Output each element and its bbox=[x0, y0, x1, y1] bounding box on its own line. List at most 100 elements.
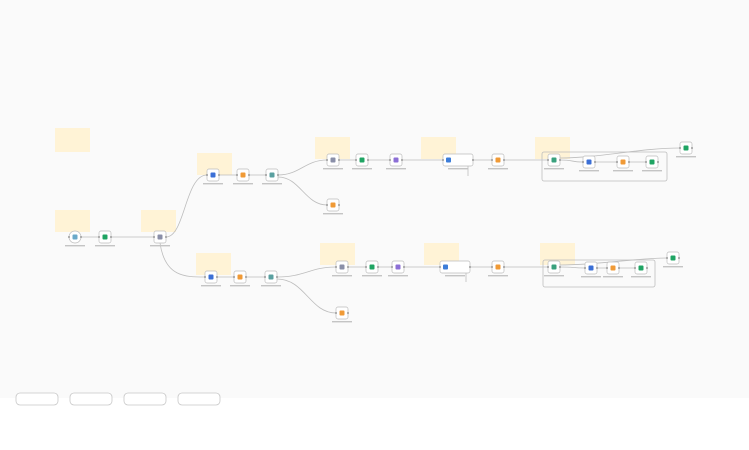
sticky-note[interactable] bbox=[424, 243, 459, 265]
workflow-node[interactable] bbox=[95, 230, 115, 247]
node-label-placeholder bbox=[203, 183, 223, 185]
workflow-node[interactable] bbox=[388, 260, 408, 277]
node-icon bbox=[495, 157, 501, 163]
sticky-note[interactable] bbox=[55, 128, 90, 152]
node-port bbox=[616, 161, 618, 163]
node-icon bbox=[240, 172, 246, 178]
node-icon bbox=[330, 202, 336, 208]
node-label-placeholder bbox=[386, 168, 406, 170]
sticky-note[interactable] bbox=[141, 210, 176, 232]
workflow-node[interactable] bbox=[150, 230, 170, 247]
node-port bbox=[367, 159, 369, 161]
workflow-node[interactable] bbox=[663, 251, 683, 268]
workflow-node[interactable] bbox=[323, 153, 343, 170]
node-icon bbox=[269, 172, 275, 178]
workflow-node[interactable] bbox=[203, 168, 223, 185]
workflow-node[interactable] bbox=[488, 260, 508, 277]
toolbar-button[interactable] bbox=[123, 392, 167, 406]
node-port bbox=[594, 161, 596, 163]
node-port bbox=[389, 159, 391, 161]
node-icon bbox=[339, 310, 345, 316]
canvas-background bbox=[0, 0, 749, 398]
node-label-placeholder bbox=[233, 183, 253, 185]
node-port bbox=[218, 174, 220, 176]
node-port bbox=[233, 276, 235, 278]
sticky-note[interactable] bbox=[197, 153, 232, 175]
connection bbox=[559, 266, 635, 269]
workflow-node[interactable] bbox=[65, 230, 85, 247]
node-icon bbox=[638, 265, 644, 271]
node-label-placeholder bbox=[332, 275, 352, 277]
node-port bbox=[606, 267, 608, 269]
workflow-node[interactable] bbox=[579, 155, 599, 172]
workflow-node[interactable] bbox=[352, 153, 372, 170]
toolbar-button[interactable] bbox=[15, 392, 59, 406]
node-port bbox=[439, 266, 441, 268]
node-port bbox=[326, 204, 328, 206]
node-icon bbox=[395, 264, 401, 270]
workflow-node[interactable] bbox=[442, 153, 474, 170]
sticky-note[interactable] bbox=[421, 137, 456, 159]
workflow-node[interactable] bbox=[603, 261, 623, 278]
workflow-node[interactable] bbox=[439, 260, 471, 277]
node-port bbox=[584, 267, 586, 269]
node-port bbox=[153, 236, 155, 238]
node-label-placeholder bbox=[488, 275, 508, 277]
node-port bbox=[335, 312, 337, 314]
node-icon bbox=[551, 157, 557, 163]
node-port bbox=[216, 276, 218, 278]
node-port bbox=[204, 276, 206, 278]
workflow-node[interactable] bbox=[230, 270, 250, 287]
node-port bbox=[582, 161, 584, 163]
workflow-node[interactable] bbox=[613, 155, 633, 172]
workflow-node[interactable] bbox=[233, 168, 253, 185]
workflow-node[interactable] bbox=[581, 261, 601, 278]
node-label-placeholder bbox=[230, 285, 250, 287]
node-port bbox=[80, 236, 82, 238]
node-icon bbox=[268, 274, 274, 280]
workflow-node[interactable] bbox=[642, 155, 662, 172]
node-port bbox=[277, 174, 279, 176]
node-port bbox=[245, 276, 247, 278]
node-label-placeholder bbox=[581, 276, 601, 278]
workflow-node[interactable] bbox=[386, 153, 406, 170]
workflow-node[interactable] bbox=[262, 168, 282, 185]
workflow-node[interactable] bbox=[261, 270, 281, 287]
node-icon bbox=[620, 159, 626, 165]
sticky-note[interactable] bbox=[320, 243, 355, 265]
node-label-placeholder bbox=[613, 170, 633, 172]
node-icon bbox=[446, 157, 451, 163]
node-port bbox=[596, 267, 598, 269]
node-label-placeholder bbox=[323, 213, 343, 215]
node-label-placeholder bbox=[603, 276, 623, 278]
sticky-note[interactable] bbox=[535, 137, 570, 159]
node-icon bbox=[586, 159, 592, 165]
sticky-note[interactable] bbox=[315, 137, 350, 159]
workflow-node[interactable] bbox=[201, 270, 221, 287]
node-port bbox=[679, 147, 681, 149]
node-icon bbox=[495, 264, 501, 270]
workflow-node[interactable] bbox=[544, 260, 564, 277]
workflow-node[interactable] bbox=[488, 153, 508, 170]
workflow-node[interactable] bbox=[544, 153, 564, 170]
node-port bbox=[98, 236, 100, 238]
workflow-node[interactable] bbox=[362, 260, 382, 277]
workflow-node[interactable] bbox=[323, 198, 343, 215]
node-port bbox=[678, 257, 680, 259]
sticky-note[interactable] bbox=[540, 243, 575, 265]
sticky-note[interactable] bbox=[55, 210, 90, 232]
sticky-note[interactable] bbox=[196, 253, 231, 275]
node-port bbox=[110, 236, 112, 238]
node-port bbox=[347, 312, 349, 314]
node-label-placeholder bbox=[448, 168, 468, 170]
node-icon bbox=[359, 157, 365, 163]
node-port bbox=[628, 161, 630, 163]
toolbar-button[interactable] bbox=[69, 392, 113, 406]
node-port bbox=[338, 159, 340, 161]
node-label-placeholder bbox=[445, 275, 465, 277]
workflow-node[interactable] bbox=[676, 141, 696, 158]
workflow-node[interactable] bbox=[332, 306, 352, 323]
toolbar-button[interactable] bbox=[177, 392, 221, 406]
workflow-node[interactable] bbox=[631, 261, 651, 278]
workflow-node[interactable] bbox=[332, 260, 352, 277]
